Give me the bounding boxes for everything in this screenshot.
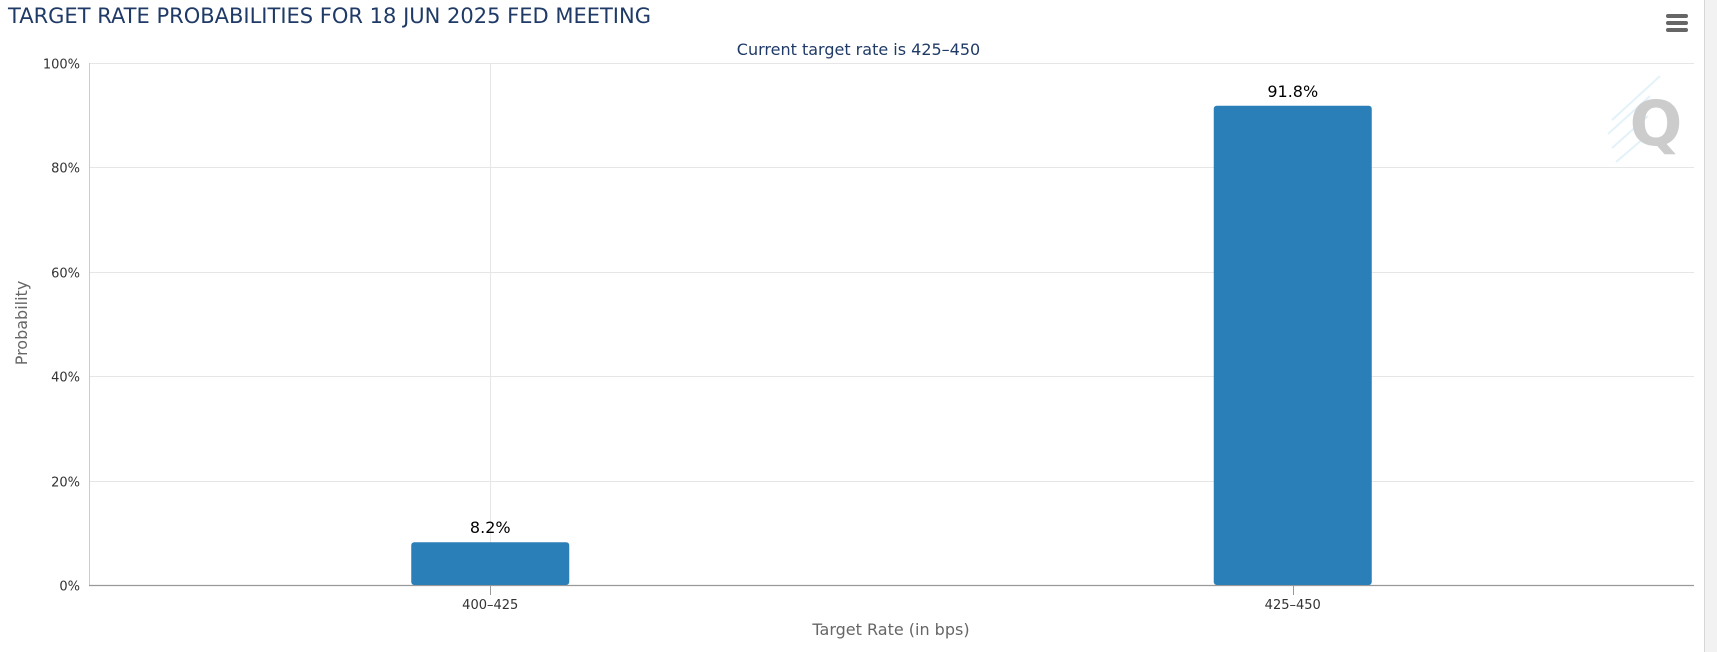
y-tick-label: 0% <box>59 580 80 595</box>
bar-425–450 <box>1213 105 1372 585</box>
y-tick-label: 80% <box>51 162 80 177</box>
x-tick-label: 400–425 <box>462 598 518 613</box>
window-edge <box>1704 0 1717 652</box>
chart-title: TARGET RATE PROBABILITIES FOR 18 JUN 202… <box>8 4 651 28</box>
svg-text:Q: Q <box>1630 87 1683 160</box>
y-tick-label: 20% <box>51 476 80 491</box>
chart-subtitle: Current target rate is 425–450 <box>736 40 981 59</box>
q-logo-watermark-icon: Q <box>1607 75 1683 163</box>
x-tick-label: 425–450 <box>1265 598 1321 613</box>
x-axis-title: Target Rate (in bps) <box>811 620 969 639</box>
hamburger-menu-icon[interactable] <box>1664 12 1690 34</box>
y-axis-title: Probability <box>12 281 31 366</box>
labels: 0% 20% 40% 60% 80% 100% 8.2% 400–425 91.8% 425–45… <box>43 58 1321 614</box>
bars <box>411 105 1372 585</box>
y-tick-label: 100% <box>43 58 80 73</box>
y-tick-label: 40% <box>51 371 80 386</box>
data-label: 91.8% <box>1267 82 1318 101</box>
y-tick-label: 60% <box>51 267 80 282</box>
bar-400–425 <box>411 542 570 585</box>
axes <box>89 63 1694 595</box>
grid-lines <box>89 63 1694 585</box>
data-label: 8.2% <box>470 518 511 537</box>
